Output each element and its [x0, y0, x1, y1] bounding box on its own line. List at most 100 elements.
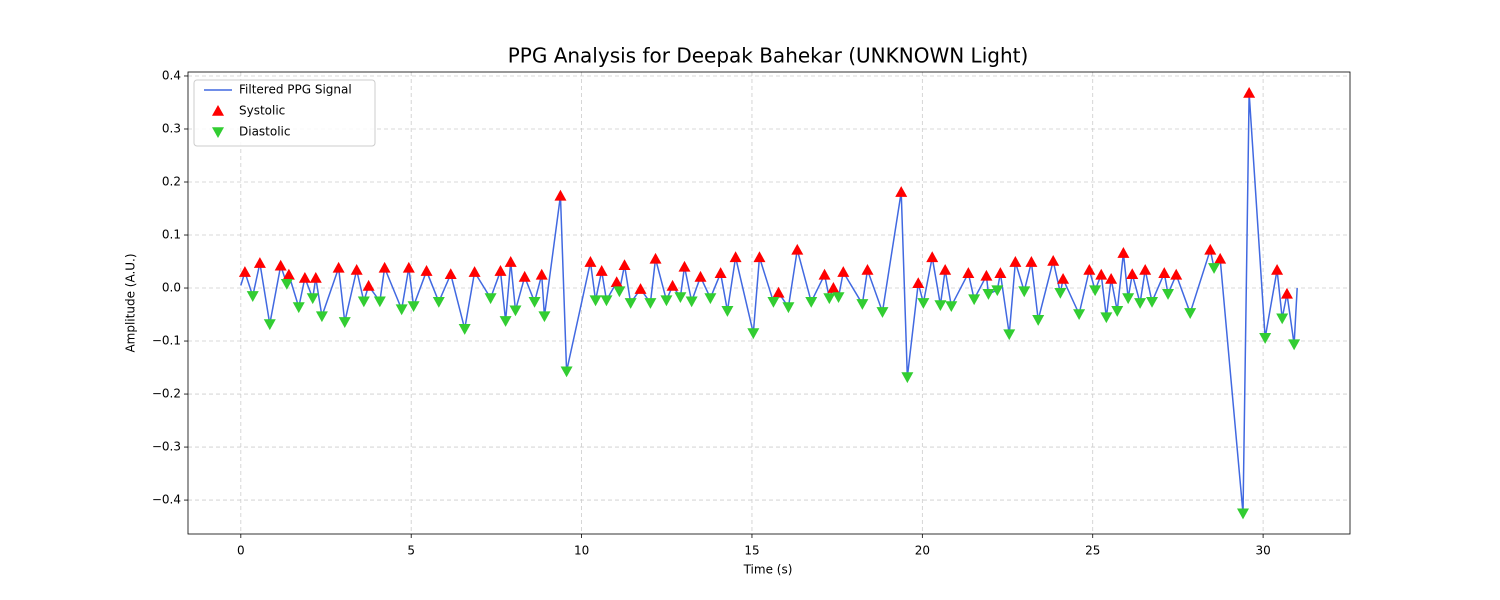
- systolic-marker: [253, 257, 266, 268]
- diastolic-marker: [782, 302, 795, 314]
- systolic-marker: [694, 270, 707, 282]
- systolic-marker: [282, 268, 295, 280]
- systolic-marker: [1117, 247, 1130, 258]
- systolic-marker: [939, 264, 952, 275]
- diastolic-marker: [484, 293, 497, 305]
- systolic-marker: [1243, 86, 1256, 98]
- diastolic-marker: [1162, 289, 1175, 300]
- diastolic-marker: [1288, 339, 1301, 351]
- systolic-marker: [791, 243, 804, 255]
- systolic-marker: [1057, 273, 1070, 284]
- diastolic-marker: [458, 324, 471, 335]
- diastolic-marker: [1237, 508, 1250, 520]
- systolic-marker: [444, 268, 457, 280]
- systolic-marker: [610, 276, 623, 287]
- systolic-marker: [861, 264, 874, 275]
- diastolic-marker: [560, 366, 573, 378]
- systolic-marker: [1083, 264, 1096, 275]
- systolic-marker: [595, 265, 608, 276]
- systolic-marker: [554, 189, 567, 201]
- systolic-marker: [962, 267, 975, 278]
- legend-marker: [212, 105, 224, 116]
- systolic-marker: [666, 279, 679, 291]
- diastolic-marker: [613, 286, 626, 298]
- systolic-marker: [238, 266, 251, 277]
- systolic-marker: [274, 259, 287, 271]
- y-tick-label: 0.3: [162, 121, 181, 135]
- diastolic-marker: [1134, 298, 1147, 309]
- diastolic-marker: [292, 302, 305, 314]
- x-tick-label: 20: [915, 544, 930, 558]
- x-tick-label: 10: [574, 544, 589, 558]
- systolic-marker: [1158, 267, 1171, 278]
- x-tick-label: 0: [237, 544, 245, 558]
- diastolic-marker: [1018, 286, 1031, 298]
- diastolic-marker: [856, 299, 869, 310]
- systolic-marker: [332, 261, 345, 273]
- diastolic-marker: [373, 296, 386, 308]
- systolic-marker: [1095, 268, 1108, 280]
- diastolic-marker: [624, 298, 637, 309]
- systolic-marker: [402, 261, 415, 273]
- diastolic-marker: [589, 295, 602, 307]
- systolic-marker: [1047, 254, 1060, 266]
- systolic-marker: [362, 279, 375, 291]
- diastolic-marker: [1054, 287, 1067, 299]
- diastolic-marker: [338, 317, 351, 328]
- y-tick-label: −0.1: [152, 334, 181, 348]
- systolic-marker: [1214, 252, 1227, 264]
- legend-box: [193, 79, 376, 147]
- y-tick-label: −0.4: [152, 493, 181, 507]
- diastolic-marker: [499, 316, 512, 327]
- x-tick-label: 5: [407, 544, 415, 558]
- diastolic-marker: [306, 293, 319, 305]
- systolic-marker: [1126, 268, 1139, 280]
- systolic-marker: [1170, 268, 1183, 280]
- systolic-marker: [818, 268, 831, 280]
- diastolic-marker: [1184, 308, 1197, 319]
- systolic-marker: [827, 282, 840, 293]
- diastolic-marker: [767, 297, 780, 308]
- systolic-marker: [468, 266, 481, 277]
- diastolic-marker: [1146, 297, 1159, 308]
- diastolic-marker: [1100, 312, 1113, 324]
- legend-label: Diastolic: [239, 125, 291, 139]
- systolic-marker: [994, 267, 1007, 278]
- diastolic-marker: [1111, 306, 1124, 317]
- systolic-marker: [926, 251, 939, 263]
- diastolic-marker: [934, 300, 947, 311]
- plot-frame: [187, 71, 1351, 535]
- systolic-marker: [1139, 264, 1152, 275]
- systolic-marker: [895, 186, 908, 197]
- diastolic-marker: [246, 291, 259, 302]
- diastolic-marker: [263, 319, 276, 331]
- diastolic-marker: [600, 295, 613, 307]
- systolic-marker: [298, 271, 311, 283]
- y-tick-label: 0.4: [162, 68, 181, 82]
- diastolic-marker: [280, 278, 293, 290]
- systolic-marker: [309, 271, 322, 283]
- legend: Filtered PPG Signal Systolic Diastolic: [193, 79, 376, 147]
- legend-marker: [212, 127, 224, 138]
- diastolic-marker: [721, 306, 734, 317]
- diastolic-marker: [509, 305, 522, 317]
- diastolic-marker: [685, 296, 698, 308]
- diastolic-marker: [432, 297, 445, 308]
- systolic-marker: [618, 259, 631, 271]
- diastolic-marker: [823, 293, 836, 305]
- diastolic-marker: [1089, 285, 1102, 297]
- diastolic-marker: [538, 311, 551, 323]
- systolic-marker: [837, 266, 850, 277]
- systolic-marker: [584, 256, 597, 267]
- diastolic-marker: [674, 292, 687, 304]
- y-tick-label: 0.0: [162, 281, 181, 295]
- x-tick-label: 30: [1255, 544, 1270, 558]
- systolic-marker: [980, 269, 993, 281]
- diastolic-marker: [315, 311, 328, 323]
- systolic-marker: [1280, 287, 1293, 299]
- y-axis-label: Amplitude (A.U.): [124, 253, 138, 352]
- diastolic-marker: [901, 372, 914, 384]
- diastolic-marker: [968, 294, 981, 306]
- diastolic-marker: [991, 285, 1004, 297]
